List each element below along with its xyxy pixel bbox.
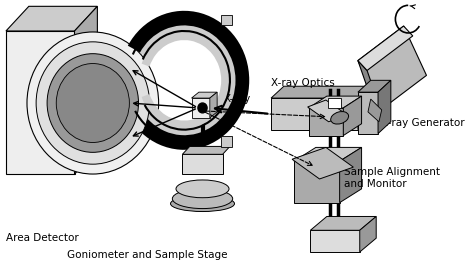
Polygon shape	[6, 31, 74, 174]
Ellipse shape	[171, 196, 235, 211]
Text: Area Detector: Area Detector	[6, 233, 79, 243]
Polygon shape	[309, 96, 362, 108]
Circle shape	[36, 42, 149, 164]
Polygon shape	[368, 99, 382, 122]
Polygon shape	[271, 86, 371, 98]
Polygon shape	[292, 147, 353, 179]
Polygon shape	[378, 80, 391, 134]
Ellipse shape	[331, 112, 348, 124]
Polygon shape	[74, 6, 97, 174]
Polygon shape	[358, 86, 371, 130]
Polygon shape	[340, 147, 362, 203]
Polygon shape	[221, 15, 232, 25]
Polygon shape	[309, 108, 343, 136]
Polygon shape	[358, 80, 391, 92]
Polygon shape	[294, 161, 340, 203]
Ellipse shape	[173, 189, 233, 209]
Circle shape	[198, 103, 207, 113]
Polygon shape	[221, 136, 232, 147]
Text: Sample Alignment
and Monitor: Sample Alignment and Monitor	[344, 167, 440, 189]
Circle shape	[47, 54, 138, 152]
Polygon shape	[310, 230, 360, 252]
Polygon shape	[358, 92, 378, 134]
Polygon shape	[358, 26, 427, 110]
Polygon shape	[210, 92, 217, 118]
Polygon shape	[358, 60, 381, 110]
Polygon shape	[360, 216, 376, 252]
Polygon shape	[6, 6, 97, 31]
Polygon shape	[358, 26, 413, 70]
Circle shape	[27, 32, 159, 174]
Text: X-ray Generator: X-ray Generator	[381, 118, 465, 128]
Text: X-ray: X-ray	[224, 94, 251, 104]
Text: X-ray Optics: X-ray Optics	[271, 78, 335, 88]
Polygon shape	[191, 98, 210, 118]
Ellipse shape	[176, 180, 229, 198]
Circle shape	[56, 64, 129, 143]
Polygon shape	[308, 100, 347, 122]
Polygon shape	[310, 216, 376, 230]
Text: Goniometer and Sample Stage: Goniometer and Sample Stage	[67, 250, 228, 260]
Polygon shape	[191, 92, 217, 98]
Polygon shape	[271, 98, 358, 130]
Polygon shape	[182, 154, 223, 174]
Polygon shape	[182, 147, 230, 154]
Polygon shape	[343, 96, 362, 136]
Polygon shape	[328, 98, 340, 108]
Polygon shape	[294, 147, 362, 161]
